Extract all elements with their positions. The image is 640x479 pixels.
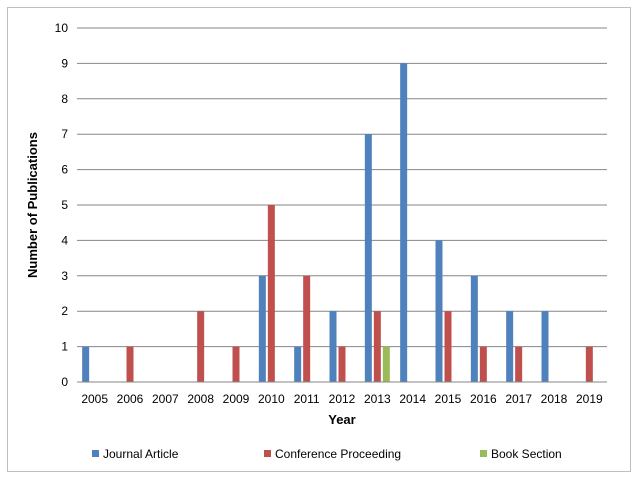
legend-label: Journal Article — [103, 447, 179, 461]
bar-book-section-2013 — [382, 346, 390, 382]
x-tick-label: 2007 — [152, 392, 179, 406]
bar-journal-article-2018 — [541, 311, 549, 382]
bar-conference-proceeding-2011 — [303, 275, 311, 382]
y-tick-label: 5 — [61, 198, 68, 212]
bar-journal-article-2010 — [258, 275, 266, 382]
legend-label: Conference Proceeding — [275, 447, 401, 461]
bar-journal-article-2012 — [329, 311, 337, 382]
x-tick-label: 2017 — [505, 392, 532, 406]
legend: Journal Article Conference Proceeding Book… — [92, 447, 562, 461]
y-tick-label: 1 — [61, 340, 68, 354]
y-tick-label: 3 — [61, 269, 68, 283]
legend-swatch — [264, 450, 271, 457]
y-tick-label: 0 — [61, 375, 68, 389]
x-tick-label: 2006 — [117, 392, 144, 406]
x-tick-label: 2013 — [364, 392, 391, 406]
x-tick-label: 2005 — [81, 392, 108, 406]
y-tick-label: 6 — [61, 163, 68, 177]
bar-conference-proceeding-2006 — [126, 346, 134, 382]
x-tick-label: 2016 — [470, 392, 497, 406]
bar-journal-article-2013 — [364, 134, 372, 382]
bar-conference-proceeding-2019 — [585, 346, 593, 382]
bar-journal-article-2014 — [400, 63, 408, 383]
bar-conference-proceeding-2015 — [444, 311, 452, 382]
legend-swatch — [92, 450, 99, 457]
x-tick-label: 2018 — [541, 392, 568, 406]
y-tick-label: 2 — [61, 304, 68, 318]
bars — [82, 63, 593, 383]
bar-conference-proceeding-2013 — [373, 311, 381, 382]
gridlines — [77, 27, 607, 348]
y-axis-title: Number of Publications — [25, 132, 40, 278]
x-axis-title: Year — [328, 412, 355, 427]
x-tick-label: 2012 — [329, 392, 356, 406]
x-tick-label: 2011 — [294, 392, 320, 406]
y-tick-label: 7 — [61, 127, 68, 141]
bar-conference-proceeding-2009 — [232, 346, 240, 382]
x-tick-label: 2014 — [399, 392, 426, 406]
y-tick-label: 10 — [55, 21, 69, 35]
chart-frame — [7, 7, 631, 472]
y-tick-labels: 0 1 2 3 4 5 6 7 8 9 10 — [55, 21, 69, 389]
x-tick-label: 2010 — [258, 392, 285, 406]
bar-conference-proceeding-2017 — [515, 346, 523, 382]
legend-label: Book Section — [491, 447, 562, 461]
bar-conference-proceeding-2008 — [197, 311, 205, 382]
bar-journal-article-2016 — [470, 275, 478, 382]
bar-conference-proceeding-2016 — [479, 346, 487, 382]
x-tick-label: 2019 — [576, 392, 603, 406]
bar-journal-article-2015 — [435, 240, 443, 382]
y-tick-label: 4 — [61, 233, 68, 247]
legend-swatch — [480, 450, 487, 457]
x-tick-labels: 2005 2006 2007 2008 2009 2010 2011 2012 2013 2014… — [81, 392, 603, 406]
x-tick-label: 2009 — [223, 392, 250, 406]
bar-conference-proceeding-2010 — [267, 205, 275, 382]
x-tick-label: 2008 — [187, 392, 214, 406]
y-tick-label: 9 — [61, 56, 68, 70]
bar-journal-article-2005 — [82, 346, 90, 382]
bar-journal-article-2017 — [506, 311, 514, 382]
x-tick-label: 2015 — [435, 392, 462, 406]
y-tick-label: 8 — [61, 92, 68, 106]
bar-journal-article-2011 — [294, 346, 302, 382]
bar-conference-proceeding-2012 — [338, 346, 346, 382]
